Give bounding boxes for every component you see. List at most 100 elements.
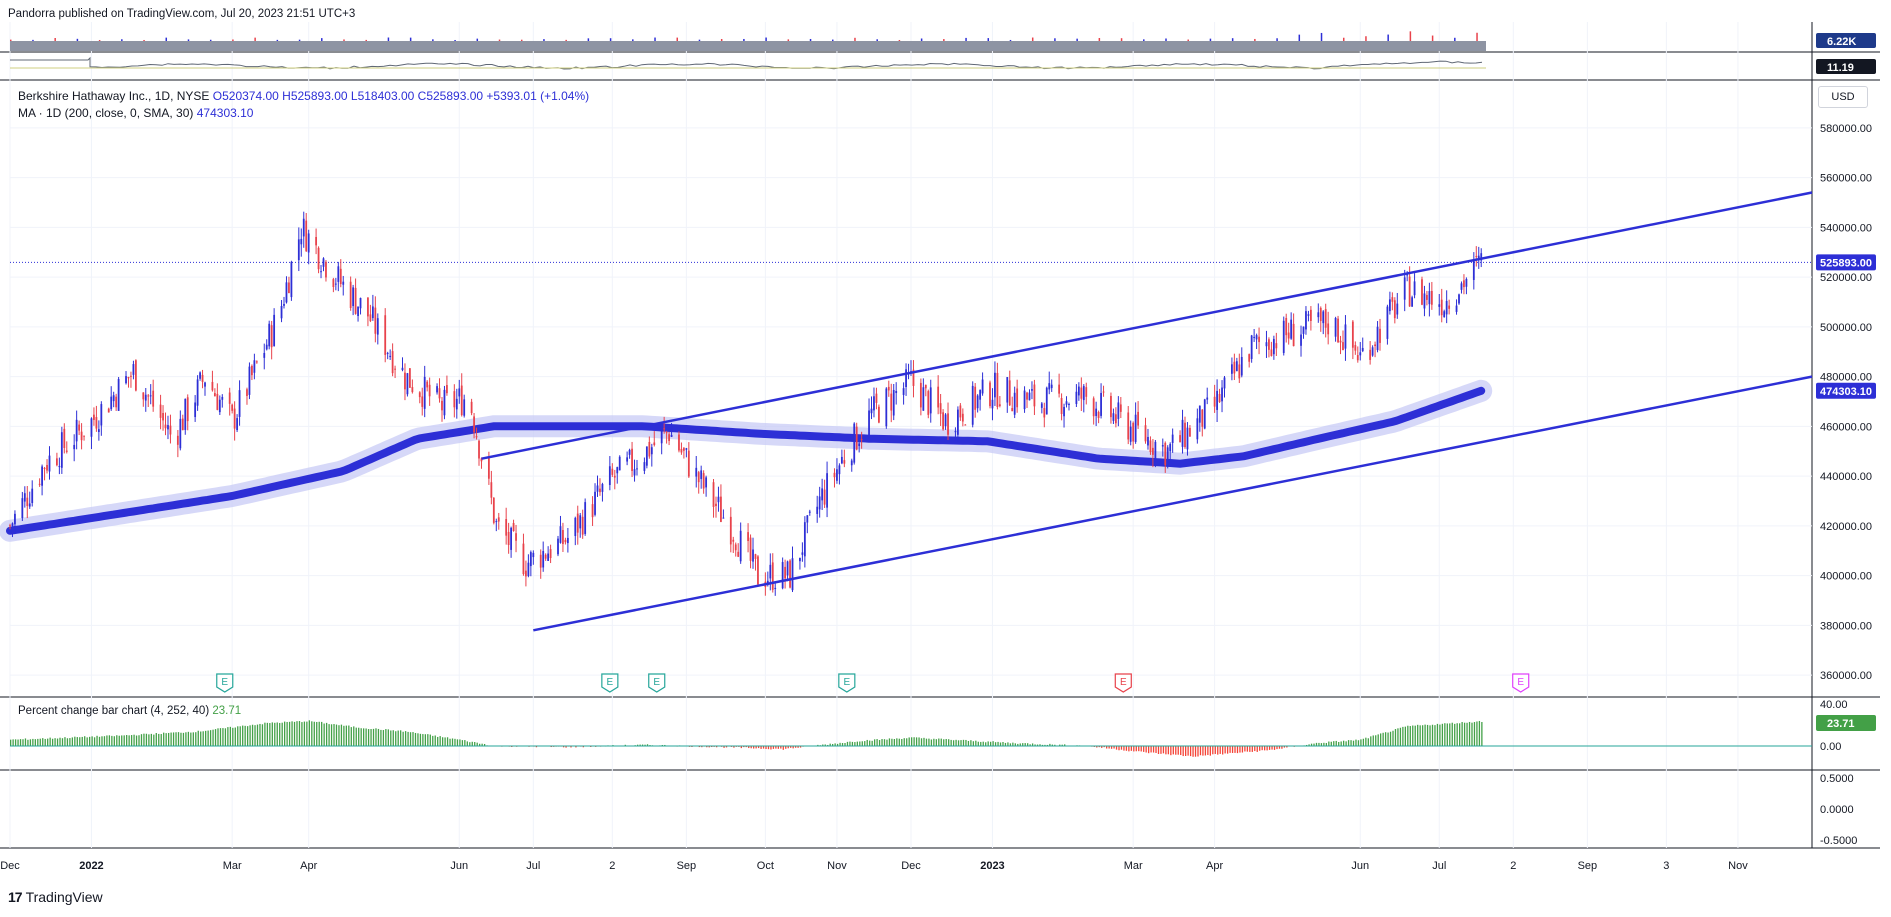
pct-bar [753,746,755,749]
pct-bar [148,734,150,746]
pct-bar [1335,740,1337,746]
pct-bar [1160,746,1162,754]
pct-bar [943,739,945,746]
candle-body [954,431,957,433]
earnings-marker[interactable]: E [1114,673,1132,693]
pct-bar [827,744,829,746]
pct-bar [849,741,851,746]
pct-bar [51,738,54,746]
candle-body [1371,347,1374,356]
candle-body [426,381,429,388]
candle-body [97,429,100,433]
candle-body [337,266,340,282]
pct-bar [172,732,175,746]
pct-bar [1133,746,1135,752]
candle-body [870,408,873,414]
tradingview-logo[interactable]: 17 TradingView [8,889,103,905]
pct-bar [1241,746,1244,753]
volume-spike [809,38,812,41]
candle-body [1475,255,1478,257]
candle-body [1272,338,1275,355]
pct-bar [1014,743,1016,746]
pct-label[interactable]: Percent change bar chart (4, 252, 40) [18,705,210,717]
rsi-tag: 11.19 [1827,62,1854,74]
pct-bar [22,739,24,746]
pct-bar [1424,724,1426,746]
earnings-marker-shape [648,673,666,693]
volume-spike [832,39,834,41]
pct-bar [1347,740,1350,746]
y-tick-label: 360000.00 [1820,670,1872,682]
candle-body [594,491,596,515]
pct-bar [1108,746,1110,749]
candle-body [979,390,982,400]
earnings-marker[interactable]: E [601,673,619,693]
candle-body [130,375,132,377]
candle-body [591,504,594,518]
pct-bar [1463,722,1466,746]
pct-bar [570,746,572,748]
pct-bar [407,731,409,746]
earnings-marker[interactable]: E [648,673,666,693]
candle-body [660,430,663,444]
candle-body [547,553,550,561]
pct-bar [1434,725,1436,746]
candle-body [332,279,335,288]
pct-bar [350,727,352,746]
candle-body [1082,386,1085,401]
pct-bar [1372,735,1374,746]
pct-bar [56,738,59,746]
pct-bar [1249,746,1251,752]
pct-bar [1259,746,1261,751]
x-tick-label: Jul [1432,860,1446,872]
candle-body [855,426,858,450]
pct-bar [888,738,891,746]
earnings-marker[interactable]: E [216,673,234,693]
candle-body [78,424,81,431]
pct-bar [1387,732,1389,746]
pct-bar [624,744,626,746]
pct-bar [1202,746,1204,756]
candle-body [697,472,700,483]
symbol-name[interactable]: Berkshire Hathaway Inc., 1D, NYSE [18,89,210,103]
candle-body [717,496,720,503]
pct-bar [177,732,180,746]
pct-tag: 23.71 [1827,718,1855,730]
pct-bar [323,723,325,746]
pct-bar [185,732,187,746]
candle-body [144,394,147,401]
earnings-marker[interactable]: E [1512,673,1530,693]
candle-body [1102,391,1105,393]
candle-body [754,554,757,559]
pct-bar [108,735,111,746]
pct-bar [582,746,584,748]
pct-bar [733,746,735,748]
pct-bar [34,739,36,746]
candle-body [80,431,83,441]
candle-body [1339,340,1342,343]
pct-bar [1254,746,1256,752]
pct-bar [451,738,454,746]
volume-spike [98,39,101,41]
attribution-text: Pandorra published on TradingView.com, J… [8,8,356,20]
currency-button[interactable]: USD [1818,86,1868,108]
pct-bar [74,736,76,746]
pct-bar [1123,746,1125,751]
candle-body [404,372,406,390]
candle-body [579,515,582,529]
candle-body [1374,344,1376,346]
x-tick-label: Mar [1124,860,1143,872]
earnings-marker-shape [1512,673,1530,693]
pct-bar [1451,722,1453,746]
x-tick-label: Nov [1728,860,1748,872]
candle-body [789,560,791,588]
candle-body [1179,435,1181,443]
pct-bar [284,721,286,746]
ma-label[interactable]: MA · 1D (200, close, 0, SMA, 30) [18,106,194,120]
candle-body [774,587,777,590]
candle-body [823,489,826,505]
pct-bar [274,722,276,746]
pct-bar [308,720,310,746]
earnings-marker[interactable]: E [838,673,856,693]
